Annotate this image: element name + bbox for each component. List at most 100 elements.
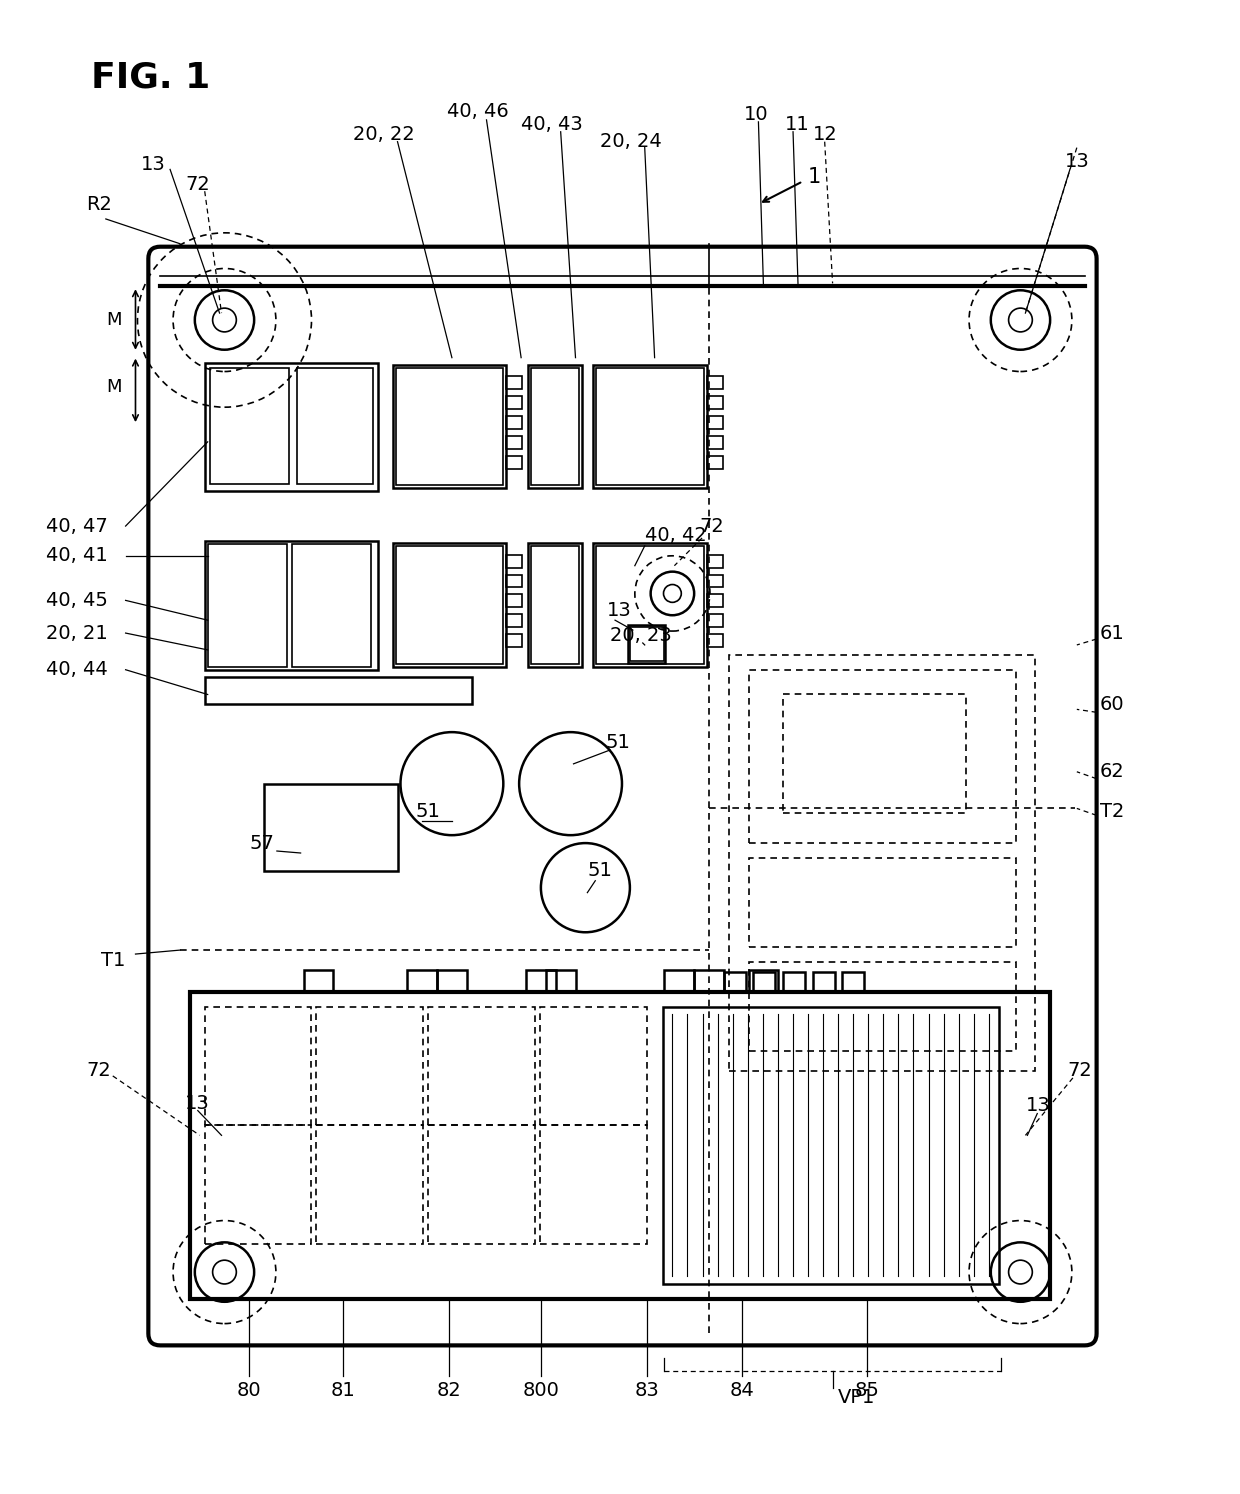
Text: 20, 24: 20, 24 <box>600 131 662 151</box>
Bar <box>528 365 583 489</box>
Bar <box>506 376 522 390</box>
Bar <box>205 1125 311 1245</box>
Bar <box>531 368 579 486</box>
Text: 13: 13 <box>1065 152 1090 170</box>
Text: 84: 84 <box>729 1382 754 1400</box>
Bar <box>724 973 745 992</box>
Bar <box>393 542 506 666</box>
Text: 51: 51 <box>605 732 630 751</box>
Circle shape <box>212 1259 237 1283</box>
Bar <box>205 677 471 704</box>
Text: 1: 1 <box>808 167 821 187</box>
Bar <box>316 1007 423 1125</box>
Bar <box>749 970 779 992</box>
Text: 80: 80 <box>237 1382 262 1400</box>
Bar <box>506 633 522 647</box>
Bar <box>396 545 503 663</box>
Text: 82: 82 <box>436 1382 461 1400</box>
Bar <box>190 992 1050 1298</box>
Text: 40, 43: 40, 43 <box>521 115 583 134</box>
Bar <box>707 633 723 647</box>
Bar <box>784 695 966 813</box>
Text: 57: 57 <box>249 834 274 853</box>
Text: 40, 46: 40, 46 <box>446 103 508 121</box>
Bar <box>707 595 723 607</box>
Text: 51: 51 <box>415 802 440 820</box>
Circle shape <box>1008 1259 1033 1283</box>
Bar <box>428 1125 534 1245</box>
Bar <box>707 575 723 587</box>
Text: 40, 42: 40, 42 <box>645 526 707 545</box>
Text: 40, 47: 40, 47 <box>46 517 108 535</box>
Text: 62: 62 <box>1100 762 1125 781</box>
Text: T2: T2 <box>1100 802 1123 820</box>
Bar <box>627 624 666 663</box>
Bar <box>207 544 286 666</box>
Bar <box>396 368 503 486</box>
Bar <box>596 545 704 663</box>
Bar <box>436 970 466 992</box>
Bar <box>506 417 522 429</box>
Circle shape <box>1008 308 1033 332</box>
Text: 40, 44: 40, 44 <box>46 660 108 680</box>
Bar <box>506 554 522 568</box>
Bar <box>408 970 436 992</box>
Bar <box>707 456 723 469</box>
Bar <box>506 595 522 607</box>
Bar <box>662 1007 998 1283</box>
Text: 61: 61 <box>1100 623 1125 642</box>
Bar <box>393 365 506 489</box>
Text: 72: 72 <box>699 517 724 535</box>
Text: 72: 72 <box>86 1061 110 1080</box>
Text: 20, 21: 20, 21 <box>46 623 108 642</box>
Bar <box>205 541 378 669</box>
Bar <box>539 1125 647 1245</box>
Text: 40, 41: 40, 41 <box>46 547 108 565</box>
Text: VP1: VP1 <box>837 1388 875 1407</box>
Bar <box>428 1007 534 1125</box>
Bar <box>749 962 1016 1052</box>
Text: M: M <box>105 378 122 396</box>
Bar <box>707 396 723 409</box>
Bar <box>812 973 835 992</box>
Bar <box>707 417 723 429</box>
Bar <box>506 396 522 409</box>
Text: 13: 13 <box>140 155 165 173</box>
Bar <box>539 1007 647 1125</box>
Bar <box>707 614 723 627</box>
Bar <box>707 436 723 448</box>
Bar <box>749 669 1016 843</box>
Text: 13: 13 <box>608 601 632 620</box>
Bar <box>506 575 522 587</box>
Text: T1: T1 <box>100 950 125 970</box>
Text: 83: 83 <box>635 1382 660 1400</box>
Bar <box>754 973 775 992</box>
Text: 13: 13 <box>185 1094 210 1113</box>
Text: FIG. 1: FIG. 1 <box>91 60 211 94</box>
Text: R2: R2 <box>86 194 112 214</box>
Bar <box>526 970 556 992</box>
Bar <box>304 970 334 992</box>
Text: 12: 12 <box>812 125 837 145</box>
Text: 40, 45: 40, 45 <box>46 590 108 610</box>
Bar <box>707 554 723 568</box>
Bar <box>506 456 522 469</box>
Bar <box>205 1007 311 1125</box>
Text: 10: 10 <box>744 106 769 124</box>
Text: 81: 81 <box>331 1382 356 1400</box>
Bar <box>205 363 378 492</box>
Bar <box>528 542 583 666</box>
Bar <box>749 858 1016 947</box>
Text: 20, 23: 20, 23 <box>610 626 672 644</box>
Bar <box>784 973 805 992</box>
Circle shape <box>212 308 237 332</box>
Text: M: M <box>105 311 122 329</box>
Bar <box>842 973 864 992</box>
Text: 72: 72 <box>1066 1061 1091 1080</box>
Bar <box>531 545 579 663</box>
Bar <box>264 784 398 871</box>
Text: 60: 60 <box>1100 695 1125 714</box>
Bar <box>210 368 289 484</box>
Bar <box>729 654 1035 1071</box>
Bar <box>506 436 522 448</box>
